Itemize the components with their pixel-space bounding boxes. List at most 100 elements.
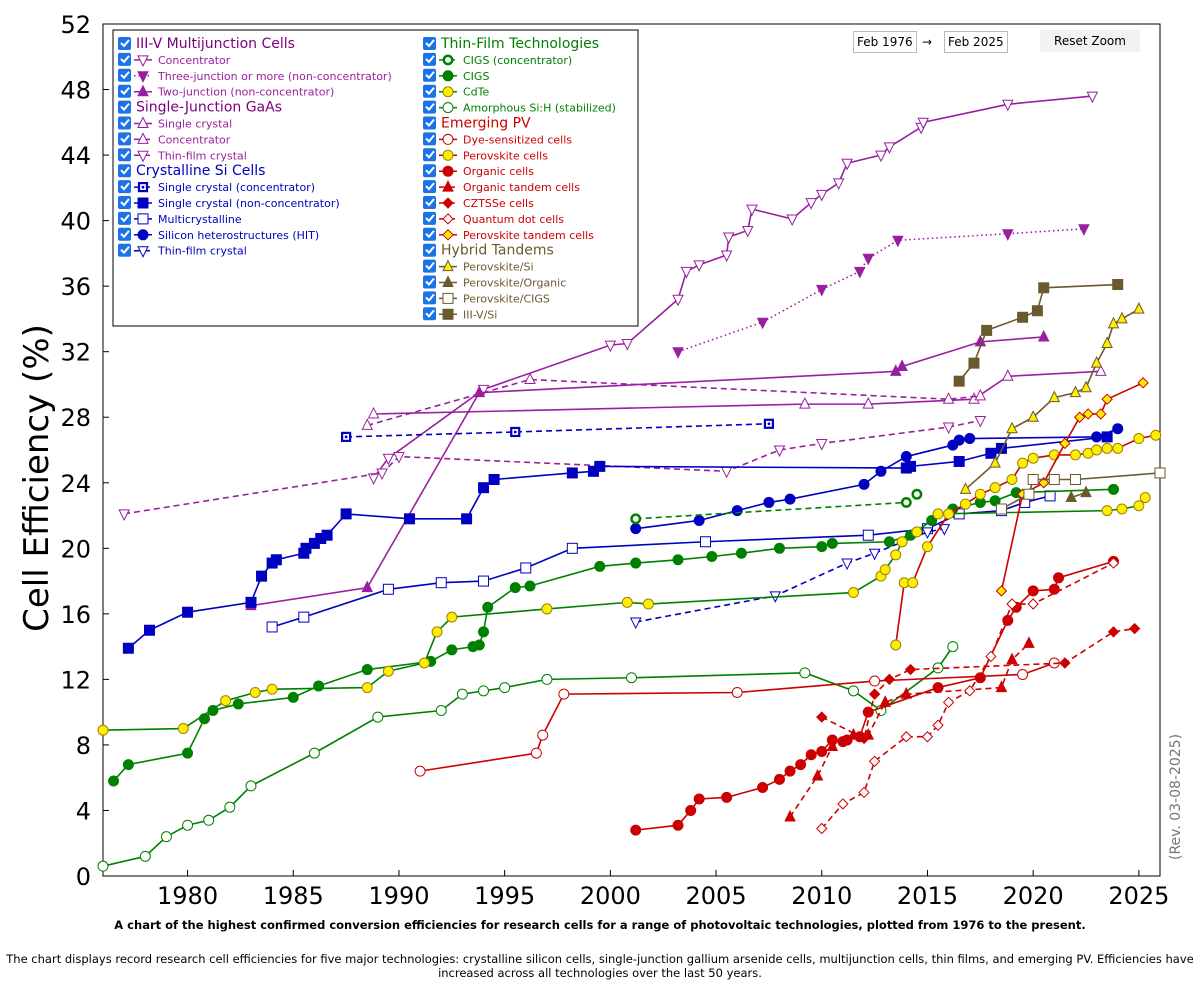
- data-point: [799, 667, 811, 679]
- data-point: [1133, 500, 1145, 512]
- legend-group-title: Single-Junction GaAs: [136, 100, 282, 116]
- legend-group-checkbox[interactable]: [118, 164, 131, 178]
- legend-item-checkbox[interactable]: [118, 52, 131, 66]
- data-point: [537, 729, 549, 741]
- data-point: [376, 468, 388, 481]
- data-point: [875, 150, 887, 163]
- data-point: [1023, 636, 1035, 648]
- data-point: [773, 773, 785, 785]
- legend-item-checkbox[interactable]: [423, 196, 436, 209]
- data-point: [509, 582, 521, 594]
- legend-item-checkbox[interactable]: [118, 116, 131, 130]
- legend-item-checkbox[interactable]: [118, 180, 131, 194]
- legend-item-checkbox[interactable]: [118, 84, 131, 98]
- data-point: [699, 536, 711, 548]
- data-point: [693, 514, 705, 526]
- data-point: [720, 250, 733, 263]
- legend-item-checkbox[interactable]: [423, 211, 436, 225]
- data-point: [1112, 423, 1124, 435]
- data-point: [1006, 473, 1018, 485]
- series-organic-tandem-cells: [784, 636, 1035, 822]
- legend-item-checkbox[interactable]: [118, 196, 131, 209]
- series-line: [250, 336, 1044, 607]
- data-point: [693, 793, 705, 805]
- series-cigs: [108, 483, 1119, 787]
- legend-item-checkbox[interactable]: [423, 275, 436, 289]
- data-point: [630, 824, 642, 836]
- data-point: [1023, 488, 1035, 500]
- legend-group-checkbox[interactable]: [423, 37, 436, 50]
- legend-group-checkbox[interactable]: [118, 100, 131, 114]
- data-point: [942, 392, 955, 404]
- y-tick-label: 20: [60, 535, 91, 563]
- legend-group-checkbox[interactable]: [423, 243, 436, 257]
- legend-item-label: CIGS: [463, 70, 489, 83]
- data-point: [1112, 279, 1124, 291]
- legend-group-checkbox[interactable]: [423, 116, 436, 130]
- legend-item-checkbox[interactable]: [423, 148, 436, 162]
- data-point: [298, 611, 310, 623]
- data-point: [122, 759, 134, 771]
- data-point: [1069, 473, 1081, 485]
- legend-item-checkbox[interactable]: [423, 291, 436, 305]
- legend-item-checkbox[interactable]: [423, 227, 436, 241]
- y-tick-label: 28: [60, 404, 91, 432]
- data-point: [270, 554, 282, 566]
- legend-item-checkbox[interactable]: [118, 132, 131, 146]
- data-point: [816, 711, 828, 723]
- series-thin-film-crystal: [629, 524, 951, 630]
- series-single-crystal: [367, 364, 1107, 419]
- legend-item-checkbox[interactable]: [118, 243, 131, 257]
- legend-item-checkbox[interactable]: [423, 132, 436, 146]
- data-point: [942, 696, 955, 709]
- series-cigs-concentrator: [630, 488, 923, 525]
- legend-item-checkbox[interactable]: [423, 180, 436, 194]
- legend-item-label: Quantum dot cells: [463, 213, 564, 226]
- data-point: [621, 339, 634, 351]
- data-point: [97, 724, 109, 736]
- data-point: [932, 508, 944, 520]
- x-tick-label: 2025: [1108, 882, 1169, 910]
- reset-zoom-button[interactable]: Reset Zoom: [1040, 30, 1140, 52]
- legend-item-checkbox[interactable]: [118, 227, 131, 241]
- data-point: [841, 158, 853, 171]
- legend-item-checkbox[interactable]: [423, 259, 436, 273]
- legend-item-checkbox[interactable]: [423, 164, 436, 178]
- data-point: [203, 814, 215, 826]
- data-point: [482, 601, 494, 613]
- legend-item-checkbox[interactable]: [423, 307, 436, 321]
- data-point: [869, 675, 881, 687]
- date-from-field[interactable]: Feb 1976: [853, 31, 917, 53]
- data-point: [139, 850, 151, 862]
- legend-group-checkbox[interactable]: [118, 37, 131, 50]
- legend-item-checkbox[interactable]: [118, 148, 131, 162]
- legend-item-checkbox[interactable]: [118, 211, 131, 225]
- series-cdte: [97, 492, 1151, 736]
- y-tick-label: 8: [76, 732, 91, 760]
- y-tick-label: 36: [60, 273, 91, 301]
- legend-item-checkbox[interactable]: [423, 68, 436, 82]
- data-point: [680, 266, 693, 279]
- data-point: [1082, 408, 1094, 420]
- legend-item-checkbox[interactable]: [423, 100, 436, 114]
- legend-item-checkbox[interactable]: [423, 84, 436, 98]
- data-point: [868, 548, 881, 561]
- legend-item-checkbox[interactable]: [423, 52, 436, 66]
- data-point: [1053, 572, 1065, 584]
- data-point: [361, 682, 373, 694]
- data-point: [1006, 598, 1018, 610]
- legend-marker: [137, 116, 149, 128]
- date-to-field[interactable]: Feb 2025: [944, 31, 1008, 53]
- data-point: [1116, 311, 1128, 324]
- x-tick-label: 1990: [368, 882, 429, 910]
- data-point: [890, 639, 902, 651]
- data-point: [985, 447, 997, 459]
- data-point: [862, 253, 875, 266]
- data-point: [630, 513, 642, 525]
- legend-item-label: Single crystal: [158, 118, 232, 131]
- legend-marker: [442, 179, 454, 192]
- data-point: [841, 558, 853, 571]
- legend-item-label: Concentrator: [158, 133, 231, 146]
- legend-item-checkbox[interactable]: [118, 68, 131, 82]
- series-line: [677, 228, 1084, 353]
